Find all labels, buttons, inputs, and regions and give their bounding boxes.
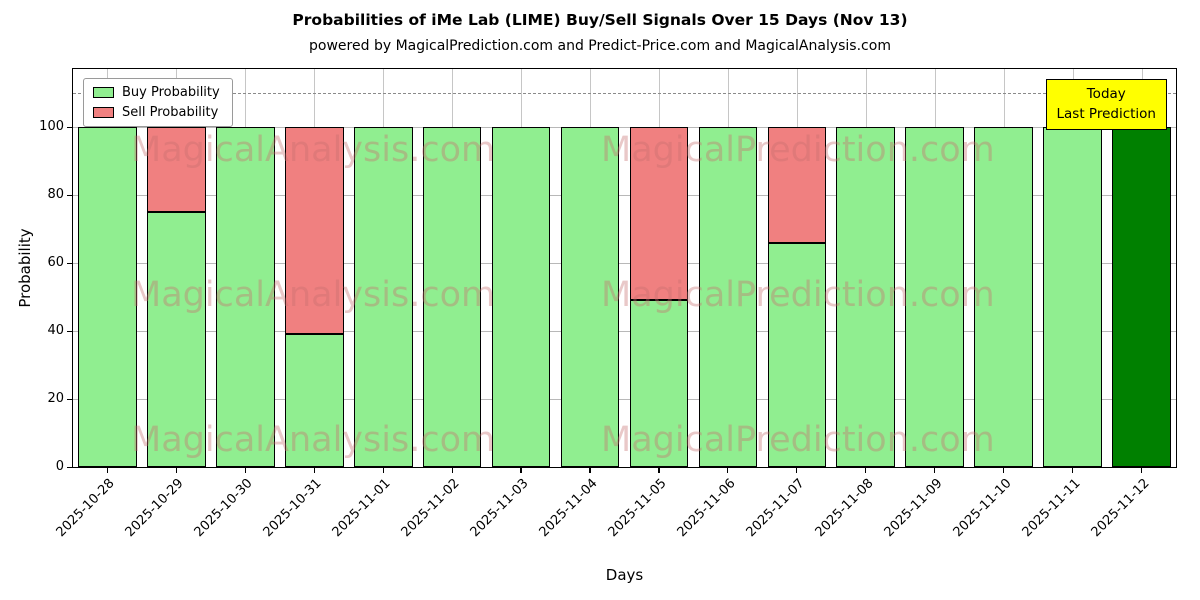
bar-2025-11-01: [349, 69, 418, 467]
bar-2025-11-11: [1038, 69, 1107, 467]
dashed-guideline: [73, 92, 1176, 94]
y-tick-mark: [67, 262, 72, 265]
bars-layer: [73, 69, 1176, 467]
bar-segment-buy: [1043, 126, 1102, 467]
gridline-y: [73, 398, 1176, 400]
x-tick-mark: [1003, 468, 1005, 473]
legend-swatch: [93, 87, 114, 98]
bar-2025-11-04: [556, 69, 625, 467]
bar-2025-11-08: [831, 69, 900, 467]
bar-2025-10-31: [280, 69, 349, 467]
annotation-line-1: Today: [1086, 86, 1126, 102]
bar-segment-sell: [767, 126, 827, 243]
bar-segment-sell: [284, 126, 344, 335]
legend-swatch: [93, 107, 114, 118]
bar-segment-sell: [147, 126, 206, 212]
gridline-y: [73, 126, 1176, 128]
bar-segment-buy: [491, 126, 551, 467]
x-tick-mark: [106, 468, 109, 473]
y-tick-mark: [67, 467, 72, 469]
bar-segment-buy: [698, 126, 758, 467]
bar-segment-buy: [974, 126, 1033, 467]
x-tick-mark: [313, 468, 315, 473]
x-tick-mark: [658, 468, 660, 473]
plot-area: MagicalAnalysis.com MagicalPrediction.com…: [72, 68, 1177, 468]
x-tick-mark: [796, 468, 798, 473]
x-tick-mark: [382, 468, 384, 473]
bar-segment-buy: [147, 211, 206, 467]
y-tick-mark: [67, 398, 72, 401]
bar-segment-buy: [284, 334, 344, 467]
legend-item: Sell Probability: [93, 105, 220, 120]
bar-2025-10-29: [142, 69, 211, 467]
bar-2025-11-06: [693, 69, 762, 467]
x-tick-mark: [589, 468, 591, 473]
legend-item: Buy Probability: [93, 85, 220, 100]
bar-segment-buy: [422, 126, 482, 467]
gridline-y: [73, 262, 1176, 264]
bar-segment-buy: [216, 126, 275, 467]
gridline-y: [73, 330, 1176, 332]
bar-2025-10-30: [211, 69, 280, 467]
chart-subtitle: powered by MagicalPrediction.com and Pre…: [309, 38, 891, 54]
x-axis-label: Days: [605, 566, 644, 584]
bar-segment-sell: [629, 126, 689, 301]
x-tick-mark: [520, 468, 522, 473]
bar-segment-buy: [905, 126, 965, 467]
bar-2025-11-10: [969, 69, 1038, 467]
gridline-y: [73, 194, 1176, 196]
x-tick-mark: [1140, 468, 1143, 473]
bar-2025-11-07: [762, 69, 831, 467]
x-tick-mark: [244, 468, 246, 473]
y-tick-label: 80: [47, 186, 64, 202]
today-annotation: Today Last Prediction: [1045, 79, 1167, 130]
legend: Buy Probability Sell Probability: [83, 78, 233, 127]
x-tick-mark: [1071, 468, 1074, 473]
y-tick-mark: [67, 194, 72, 197]
bar-2025-11-02: [418, 69, 487, 467]
legend-label: Buy Probability: [122, 85, 220, 100]
legend-label: Sell Probability: [122, 105, 219, 120]
bar-segment-buy: [560, 126, 620, 467]
bar-segment-buy: [1112, 126, 1171, 467]
y-tick-mark: [67, 126, 72, 129]
bar-2025-11-03: [487, 69, 556, 467]
bar-segment-buy: [629, 300, 689, 467]
annotation-line-2: Last Prediction: [1056, 106, 1156, 123]
y-tick-label: 0: [55, 459, 64, 474]
bar-2025-11-12: [1107, 69, 1176, 467]
y-tick-label: 60: [47, 254, 64, 270]
x-tick-mark: [175, 468, 177, 473]
chart-title: Probabilities of iMe Lab (LIME) Buy/Sell…: [292, 11, 908, 29]
x-tick-mark: [934, 468, 936, 473]
y-tick-label: 100: [39, 118, 64, 134]
y-tick-label: 20: [47, 390, 64, 406]
bar-segment-buy: [767, 242, 827, 467]
bar-2025-11-09: [900, 69, 969, 467]
bar-segment-buy: [353, 126, 413, 467]
bar-2025-11-05: [625, 69, 694, 467]
x-tick-mark: [451, 468, 453, 473]
bar-2025-10-28: [73, 69, 142, 467]
x-tick-mark: [727, 468, 729, 473]
y-tick-label: 40: [47, 322, 64, 338]
bar-segment-buy: [836, 126, 896, 467]
bar-segment-buy: [78, 126, 137, 467]
y-tick-mark: [67, 330, 72, 333]
x-tick-mark: [865, 468, 867, 473]
